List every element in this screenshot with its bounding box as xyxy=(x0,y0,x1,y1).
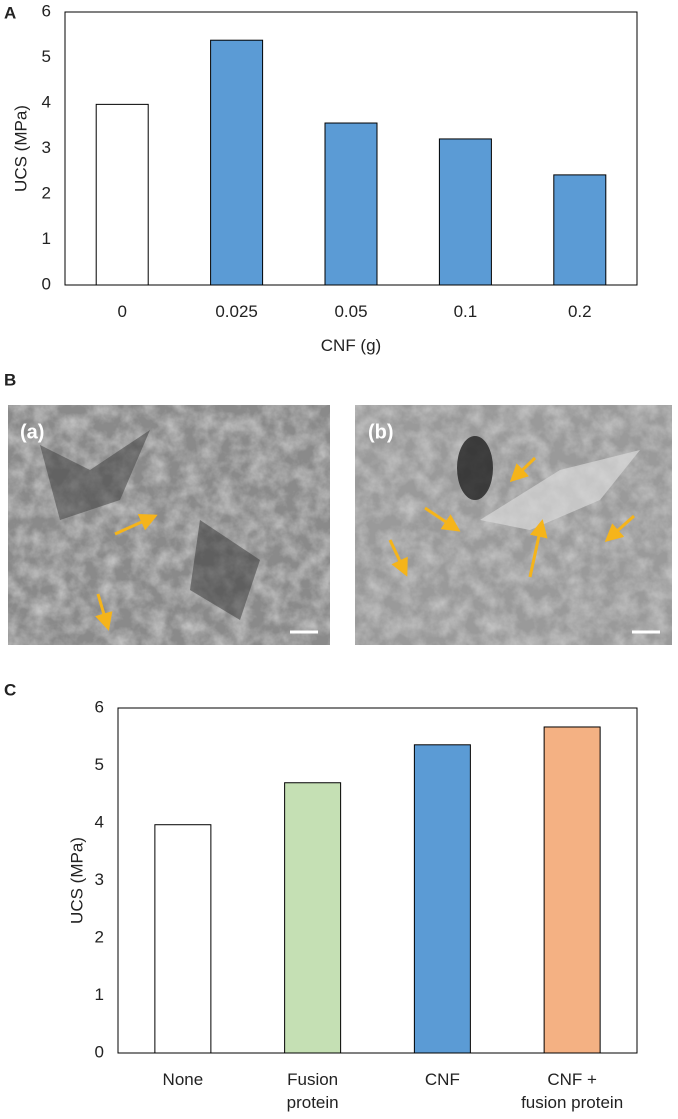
y-tick-label: 0 xyxy=(42,274,51,293)
y-tick-label: 1 xyxy=(42,229,51,248)
panel-letter: C xyxy=(4,680,16,699)
x-tick-label: 0.025 xyxy=(215,302,258,321)
y-tick-label: 3 xyxy=(95,870,104,889)
y-tick-label: 1 xyxy=(95,985,104,1004)
bar xyxy=(284,782,342,1054)
y-tick-label: 2 xyxy=(95,927,104,946)
panel-letter: B xyxy=(4,370,16,389)
y-tick-label: 5 xyxy=(95,755,104,774)
y-tick-label: 3 xyxy=(42,138,51,157)
bar xyxy=(413,744,471,1054)
x-axis-title: CNF (g) xyxy=(320,336,382,355)
bar xyxy=(324,122,378,286)
x-tick-label: CNF xyxy=(424,1070,460,1089)
y-tick-label: 4 xyxy=(42,92,51,111)
x-tick-label: 0.2 xyxy=(567,302,592,321)
plot-frame xyxy=(117,707,638,1054)
y-tick-label: 0 xyxy=(95,1042,104,1061)
plot-frame xyxy=(64,11,638,286)
bar xyxy=(438,138,492,286)
bar xyxy=(95,103,149,286)
sem-image: (b) xyxy=(355,405,672,645)
bar xyxy=(154,824,212,1054)
x-tick-label: None xyxy=(162,1070,204,1089)
y-axis-title: UCS (MPa) xyxy=(67,837,86,924)
x-tick-label: Fusion protein xyxy=(286,1070,339,1112)
panel-letter: A xyxy=(4,3,16,22)
y-tick-label: 2 xyxy=(42,183,51,202)
y-tick-label: 6 xyxy=(95,697,104,716)
x-tick-label: 0 xyxy=(117,302,127,321)
bar xyxy=(543,726,601,1054)
x-tick-label: 0.1 xyxy=(453,302,478,321)
bar xyxy=(553,174,607,286)
x-tick-label: 0.05 xyxy=(334,302,368,321)
image-label: (b) xyxy=(368,421,394,443)
x-tick-label: CNF + fusion protein xyxy=(521,1070,624,1112)
y-tick-label: 5 xyxy=(42,47,51,66)
image-label: (a) xyxy=(20,421,44,443)
bar xyxy=(210,39,264,286)
sem-image: (a) xyxy=(8,405,330,645)
y-tick-label: 6 xyxy=(42,1,51,20)
y-tick-label: 4 xyxy=(95,812,104,831)
y-axis-title: UCS (MPa) xyxy=(11,105,30,192)
